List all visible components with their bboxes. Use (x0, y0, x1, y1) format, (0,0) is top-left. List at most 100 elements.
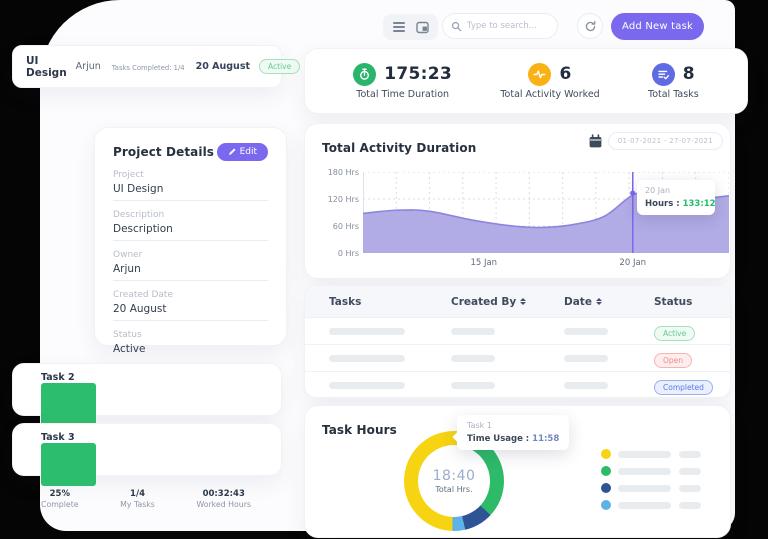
legend-dot (601, 466, 611, 476)
table-row[interactable]: Completed (305, 371, 730, 397)
legend-dot (601, 483, 611, 493)
field-label: Status (113, 330, 142, 340)
task-count: 1/4 (130, 489, 145, 499)
pulse-icon (528, 62, 552, 86)
field-value: 20 August (113, 303, 167, 315)
stat-label: Total Tasks (648, 88, 699, 100)
field-project: Project UI Design (113, 170, 268, 201)
stat-value: 8 (682, 64, 695, 84)
add-new-task-button[interactable]: Add New task (611, 13, 704, 40)
x-axis-label: 15 Jan (470, 258, 498, 268)
field-value: Arjun (113, 263, 141, 275)
legend-row (601, 466, 701, 476)
field-value: Description (113, 223, 173, 235)
stat-label: Total Activity Worked (500, 88, 600, 100)
sort-icon (520, 298, 527, 305)
column-tasks: Tasks (329, 295, 362, 308)
status-badge: Active (654, 326, 696, 341)
edit-button[interactable]: Edit (216, 143, 268, 161)
task-pct-label: Complete (41, 500, 79, 509)
calendar-icon (589, 133, 602, 147)
search-icon (451, 17, 462, 36)
field-label: Project (113, 170, 144, 180)
stat-value: 175:23 (384, 64, 453, 84)
search-box (442, 13, 558, 39)
stopwatch-icon (353, 62, 377, 86)
task-progress-card[interactable]: Task 2 25%Complete 1/4My Tasks 00:32:43W… (12, 363, 282, 449)
task-hours-title: Task Hours (322, 423, 397, 437)
stat-total-time: 175:23 Total Time Duration (353, 62, 453, 100)
project-summary-card[interactable]: UI Design Arjun Tasks Completed: 1/4 20 … (12, 45, 301, 88)
y-axis-label: 120 Hrs (327, 195, 359, 204)
skeleton-bar (618, 450, 671, 458)
field-owner: Owner Arjun (113, 250, 268, 281)
activity-chart-card: Total Activity Duration 01-07-2021 - 27-… (304, 123, 731, 279)
tooltip-label: Hours : (645, 199, 680, 209)
stat-value: 6 (559, 64, 572, 84)
chart-tooltip: 20 Jan Hours : 133:12 (637, 180, 716, 215)
skeleton-bar (451, 327, 495, 335)
stat-label: Total Time Duration (356, 88, 450, 100)
date-range-value: 01-07-2021 - 27-07-2021 (607, 132, 723, 150)
skeleton-bar (679, 484, 701, 492)
hamburger-icon (393, 21, 405, 33)
task-hours-card: Task Hours 18:40 Total Hrs. Task 1 Time … (304, 405, 731, 538)
task-hours-label: Worked Hours (196, 500, 251, 509)
table-row[interactable]: Active (305, 317, 730, 344)
skeleton-bar (564, 327, 608, 335)
search-input[interactable] (467, 21, 549, 31)
field-label: Created Date (113, 290, 173, 300)
status-badge: Completed (654, 380, 713, 395)
skeleton-bar (679, 501, 701, 509)
table-row[interactable]: Open (305, 344, 730, 371)
tooltip-date: 20 Jan (645, 186, 671, 195)
progress-fill (41, 383, 96, 426)
skeleton-bar (564, 381, 608, 389)
field-value: Active (113, 343, 146, 355)
field-status: Status Active (113, 330, 268, 360)
date-range-picker[interactable]: 01-07-2021 - 27-07-2021 (588, 132, 723, 150)
skeleton-bar (564, 354, 608, 362)
task-name: Task 2 (41, 372, 75, 383)
status-badge: Open (654, 353, 693, 368)
legend-dot (601, 500, 611, 510)
donut-center-value: 18:40 (432, 468, 476, 484)
task-progress-card[interactable]: Task 3 25% Complete 1/4 My Tasks 00:32:43 W… (12, 423, 282, 509)
layout-toggle-icon[interactable] (415, 20, 429, 34)
progress-caption: Tasks Completed: 1/4 (111, 63, 185, 72)
x-axis-label: 20 Jan (619, 258, 647, 268)
refresh-icon (585, 20, 595, 31)
task-progress-bar (41, 443, 251, 486)
refresh-button[interactable] (577, 13, 603, 39)
y-axis-label: 60 Hrs (332, 222, 359, 231)
project-owner: Arjun (75, 61, 101, 72)
table-header: Tasks Created By Date Status (305, 286, 730, 317)
stats-card: 175:23 Total Time Duration 6 Total Activ… (304, 48, 748, 114)
legend-row (601, 449, 701, 459)
menu-icon[interactable] (392, 20, 406, 34)
column-created-by[interactable]: Created By (451, 296, 564, 308)
project-name: UI Design (26, 54, 67, 79)
skeleton-bar (329, 354, 405, 362)
project-details-title: Project Details (113, 145, 215, 159)
task-list-icon (651, 62, 675, 86)
field-value: UI Design (113, 183, 164, 195)
field-description: Description Description (113, 210, 268, 241)
project-details-card: Project Details Edit Project UI Design D… (94, 127, 287, 355)
skeleton-bar (679, 467, 701, 475)
skeleton-bar (451, 381, 495, 389)
donut-center-label: Total Hrs. (435, 485, 473, 494)
tooltip-value: 133:12 (682, 199, 716, 209)
progress-fill (41, 443, 96, 486)
tooltip-value: 11:58 (532, 434, 560, 444)
y-axis-label: 0 Hrs (337, 249, 359, 258)
stat-total-tasks: 8 Total Tasks (648, 62, 699, 100)
field-label: Owner (113, 250, 143, 260)
column-date[interactable]: Date (564, 296, 654, 308)
legend-row (601, 500, 701, 510)
topbar-icon-group (383, 14, 438, 40)
project-status-badge: Active (259, 59, 301, 74)
legend-row (601, 483, 701, 493)
skeleton-bar (618, 501, 671, 509)
